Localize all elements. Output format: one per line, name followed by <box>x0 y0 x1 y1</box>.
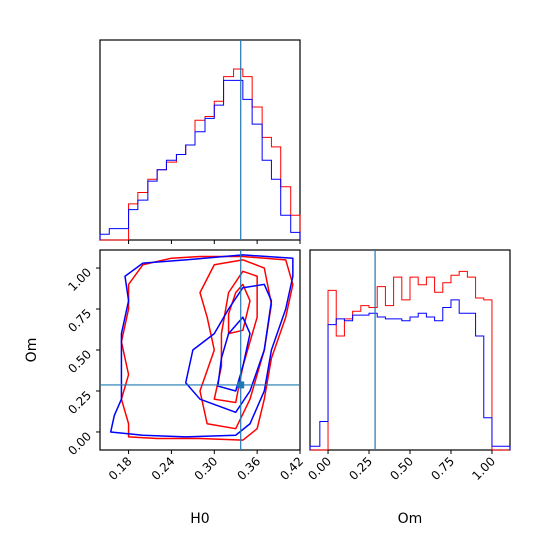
om-ytick-label-4: 1.00 <box>65 265 94 294</box>
omr-xtick-label-3: 0.75 <box>428 454 457 483</box>
h0-histograms <box>99 68 301 241</box>
om-histograms <box>309 270 511 451</box>
x-axis-label-om: Om <box>398 511 423 527</box>
om-hist-series-1 <box>309 299 511 450</box>
om-hist-series-0 <box>310 270 510 451</box>
contour-5 <box>184 283 273 414</box>
truth-marker <box>237 381 245 389</box>
contours <box>109 254 294 441</box>
contour-6 <box>217 316 251 392</box>
ticks-top <box>128 240 301 244</box>
omr-xtick-label-1: 0.25 <box>346 454 375 483</box>
contour-0 <box>120 255 294 441</box>
omr-xtick-label-4: 1.00 <box>469 454 498 483</box>
y-axis-label-om: Om <box>24 338 40 363</box>
h0-xtick-label-3: 0.36 <box>234 454 263 483</box>
panel-2d-frame <box>99 249 301 451</box>
h0-xtick-label-0: 0.18 <box>106 454 135 483</box>
contour-3 <box>227 283 251 335</box>
omr-xtick-label-0: 0.00 <box>305 454 334 483</box>
h0-xtick-label-2: 0.30 <box>192 454 221 483</box>
om-ytick-label-3: 0.75 <box>65 306 94 335</box>
contour-4 <box>109 254 294 438</box>
omr-xtick-label-2: 0.50 <box>387 454 416 483</box>
h0-hist-series-0 <box>100 68 301 241</box>
ticks-om: 0.00 0.25 0.50 0.75 1.00 <box>305 450 498 483</box>
panel-om-marginal: 0.00 0.25 0.50 0.75 1.00 <box>305 249 511 483</box>
panel-h0-marginal <box>99 39 301 241</box>
x-axis-label-h0: H0 <box>190 511 209 527</box>
h0-hist-series-1 <box>99 79 301 240</box>
contour-1 <box>199 259 273 430</box>
h0-xtick-label-4: 0.42 <box>277 454 306 483</box>
om-ytick-label-2: 0.50 <box>65 347 94 376</box>
contour-2 <box>213 270 258 404</box>
panel-h0-om-2d: 0.18 0.24 0.30 0.36 0.42 0.00 0.25 0.50 0.75 1.00 <box>65 249 306 483</box>
h0-xtick-label-1: 0.24 <box>149 454 178 483</box>
om-ytick-label-1: 0.25 <box>65 388 94 417</box>
om-ytick-label-0: 0.00 <box>65 429 94 458</box>
panel-h0-marginal-frame <box>99 39 301 241</box>
